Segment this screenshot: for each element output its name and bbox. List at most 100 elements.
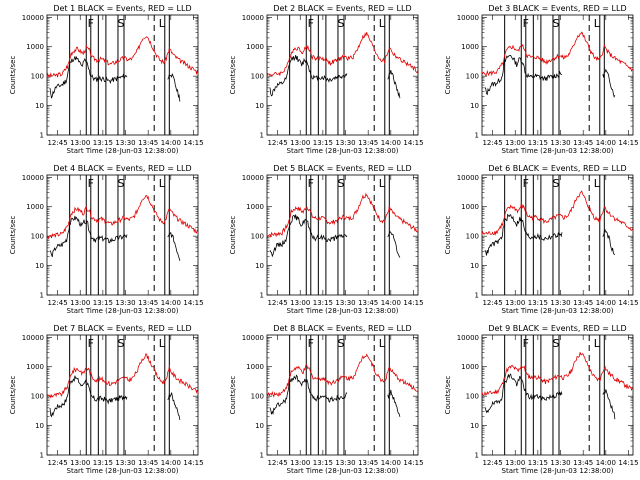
y-tick-label: 1000 (26, 363, 44, 371)
x-axis-label: Start Time (28-Jun-03 12:38:00) (67, 307, 179, 315)
x-tick-label: 12:45 (267, 459, 287, 467)
panel-det-4: Det 4 BLACK = Events, RED = LLD 1 10 100 100… (9, 164, 204, 315)
y-tick-label: 10 (470, 102, 479, 110)
panel-det-2: Det 2 BLACK = Events, RED = LLD 1 10 100 100… (229, 4, 424, 155)
x-tick-label: 13:00 (290, 139, 310, 147)
x-tick-label: 13:00 (505, 299, 525, 307)
events-series-line (167, 392, 181, 420)
events-series-line (387, 231, 401, 258)
events-series-line (387, 70, 401, 99)
y-axis-label: Counts/sec (229, 56, 237, 95)
x-axis-label: Start Time (28-Jun-03 12:38:00) (287, 467, 399, 475)
x-tick-label: 12:45 (47, 139, 67, 147)
panel-det-1: Det 1 BLACK = Events, RED = LLD 1 10 100 100… (9, 4, 204, 155)
y-tick-label: 100 (251, 393, 264, 401)
x-axis-label: Start Time (28-Jun-03 12:38:00) (502, 467, 614, 475)
x-tick-label: 13:30 (115, 139, 135, 147)
y-tick-label: 1000 (461, 203, 479, 211)
y-tick-label: 1 (40, 132, 44, 140)
x-tick-label: 13:30 (335, 299, 355, 307)
x-tick-label: 13:00 (505, 139, 525, 147)
flag-label: L (594, 17, 601, 30)
y-tick-label: 10 (255, 262, 264, 270)
events-series-line (602, 389, 616, 420)
flag-label: L (379, 337, 386, 350)
y-axis-label: Counts/sec (444, 216, 452, 255)
y-tick-label: 10000 (457, 14, 479, 22)
x-tick-label: 13:00 (290, 299, 310, 307)
flag-label: L (379, 177, 386, 190)
y-axis-label: Counts/sec (444, 56, 452, 95)
flag-label: F (308, 17, 314, 30)
x-tick-label: 13:45 (138, 139, 158, 147)
flag-label: F (88, 337, 94, 350)
x-tick-label: 14:00 (381, 299, 401, 307)
flag-label: F (88, 177, 94, 190)
y-tick-label: 10000 (457, 334, 479, 342)
x-tick-label: 13:30 (335, 459, 355, 467)
x-tick-label: 12:45 (482, 299, 502, 307)
x-tick-label: 13:30 (550, 139, 570, 147)
events-series-line (484, 373, 563, 414)
panel-title: Det 7 BLACK = Events, RED = LLD (53, 324, 191, 333)
panel-title: Det 1 BLACK = Events, RED = LLD (53, 4, 191, 13)
y-tick-label: 1 (40, 452, 44, 460)
x-tick-label: 13:30 (115, 299, 135, 307)
y-tick-label: 10000 (22, 334, 44, 342)
lld-series-line (46, 195, 199, 240)
x-tick-label: 13:00 (505, 459, 525, 467)
y-tick-label: 100 (31, 393, 44, 401)
y-tick-label: 10 (35, 422, 44, 430)
panel-title: Det 5 BLACK = Events, RED = LLD (273, 164, 411, 173)
y-tick-label: 1 (40, 292, 44, 300)
events-series-line (602, 68, 616, 98)
x-tick-label: 14:00 (596, 299, 616, 307)
y-tick-label: 1 (260, 132, 264, 140)
panel-det-5: Det 5 BLACK = Events, RED = LLD 1 10 100 100… (229, 164, 424, 315)
flag-label: S (552, 17, 559, 30)
y-tick-label: 10000 (457, 174, 479, 182)
x-tick-label: 14:15 (183, 139, 203, 147)
flag-label: S (337, 17, 344, 30)
y-tick-label: 10000 (242, 334, 264, 342)
y-tick-label: 100 (466, 233, 479, 241)
x-tick-label: 13:30 (550, 299, 570, 307)
x-axis-label: Start Time (28-Jun-03 12:38:00) (502, 147, 614, 155)
y-tick-label: 100 (31, 233, 44, 241)
y-axis-label: Counts/sec (9, 56, 17, 95)
y-tick-label: 10000 (22, 174, 44, 182)
x-tick-label: 13:15 (313, 139, 333, 147)
flag-label: F (308, 177, 314, 190)
x-tick-label: 13:15 (313, 459, 333, 467)
x-tick-label: 14:15 (618, 299, 638, 307)
x-tick-label: 13:15 (313, 299, 333, 307)
y-tick-label: 100 (466, 393, 479, 401)
x-tick-label: 14:15 (403, 459, 423, 467)
events-series-line (484, 213, 563, 256)
y-tick-label: 1 (475, 292, 479, 300)
x-tick-label: 13:45 (358, 299, 378, 307)
lld-series-line (481, 190, 634, 236)
x-tick-label: 12:45 (267, 139, 287, 147)
y-tick-label: 100 (31, 73, 44, 81)
events-series-line (269, 374, 348, 416)
x-tick-label: 13:30 (550, 459, 570, 467)
flag-label: S (337, 177, 344, 190)
x-tick-label: 13:45 (358, 139, 378, 147)
x-tick-label: 13:15 (93, 139, 113, 147)
x-tick-label: 14:15 (403, 139, 423, 147)
events-series-line (484, 55, 563, 96)
x-tick-label: 14:00 (381, 139, 401, 147)
y-axis-label: Counts/sec (9, 216, 17, 255)
x-tick-label: 13:45 (573, 299, 593, 307)
x-tick-label: 13:15 (528, 139, 548, 147)
x-tick-label: 13:30 (335, 139, 355, 147)
lld-series-line (266, 32, 419, 77)
y-tick-label: 10 (470, 262, 479, 270)
lld-series-line (266, 192, 419, 238)
plot-frame (481, 334, 634, 456)
panel-title: Det 4 BLACK = Events, RED = LLD (53, 164, 191, 173)
y-tick-label: 1000 (461, 43, 479, 51)
plot-frame (481, 174, 634, 296)
panel-det-8: Det 8 BLACK = Events, RED = LLD 1 10 100 100… (229, 324, 424, 475)
